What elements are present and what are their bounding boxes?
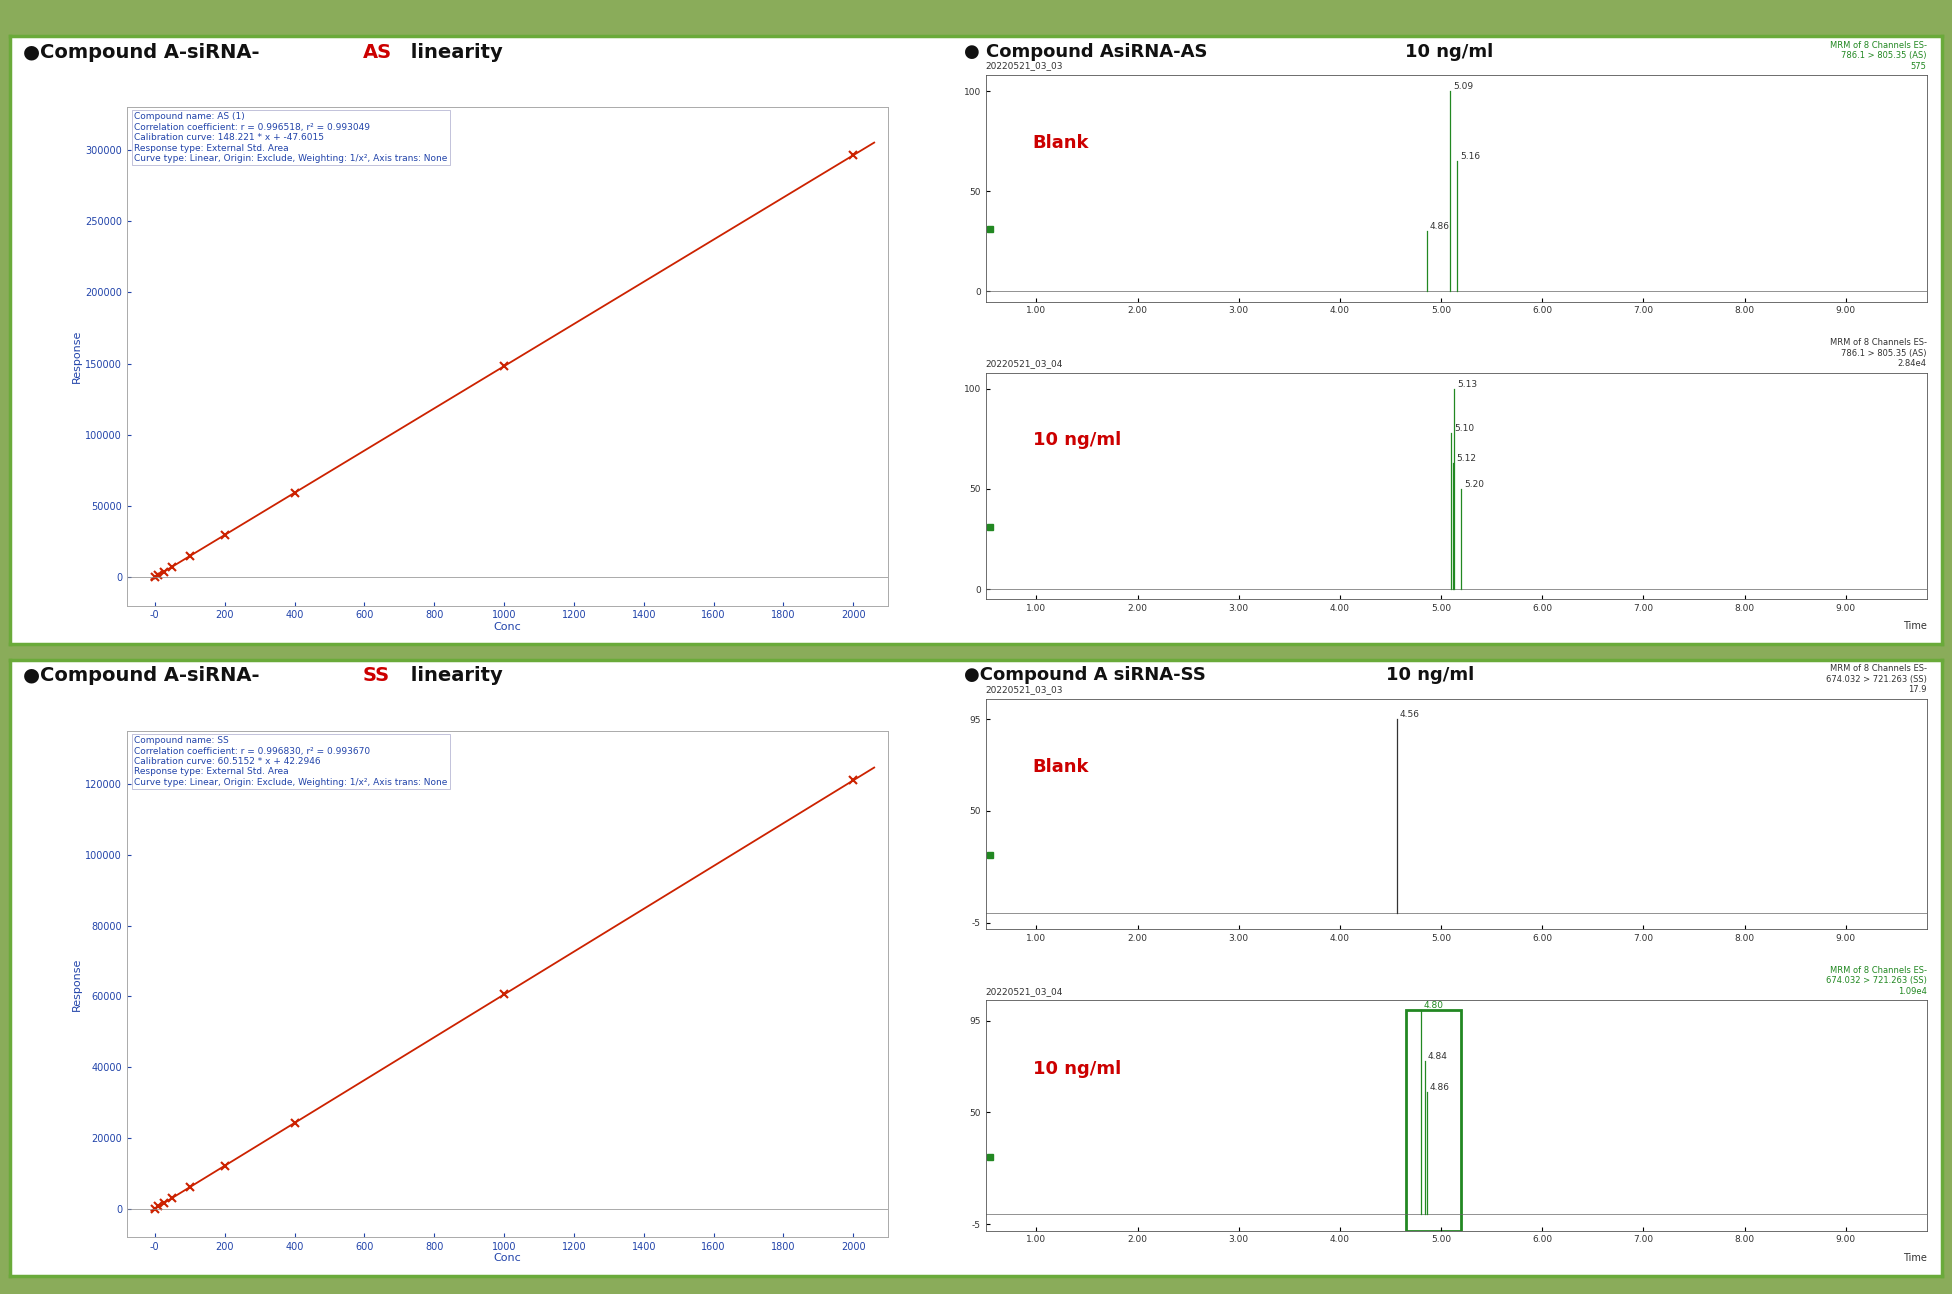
Text: 4.56: 4.56 bbox=[1400, 710, 1419, 719]
X-axis label: Conc: Conc bbox=[494, 622, 521, 631]
X-axis label: Conc: Conc bbox=[494, 1254, 521, 1263]
Text: Compound name: AS (1)
Correlation coefficient: r = 0.996518, r² = 0.993049
Calib: Compound name: AS (1) Correlation coeffi… bbox=[135, 113, 447, 163]
Text: 4.86: 4.86 bbox=[1431, 1083, 1450, 1092]
Text: SS: SS bbox=[363, 666, 390, 686]
Text: AS: AS bbox=[363, 43, 392, 62]
Text: Compound name: SS
Correlation coefficient: r = 0.996830, r² = 0.993670
Calibrati: Compound name: SS Correlation coefficien… bbox=[135, 736, 447, 787]
Text: 10 ng/ml: 10 ng/ml bbox=[1033, 431, 1120, 449]
Text: 4.86: 4.86 bbox=[1431, 223, 1450, 232]
Text: 10 ng/ml: 10 ng/ml bbox=[1033, 1060, 1120, 1078]
Text: Time: Time bbox=[1903, 1253, 1927, 1263]
Text: 5.13: 5.13 bbox=[1458, 379, 1478, 388]
Text: 5.12: 5.12 bbox=[1456, 454, 1476, 463]
Text: 20220521_03_04: 20220521_03_04 bbox=[986, 360, 1064, 369]
Text: 10 ng/ml: 10 ng/ml bbox=[1386, 666, 1474, 685]
Text: 5.16: 5.16 bbox=[1460, 153, 1480, 160]
Bar bbox=[1405, 1011, 1462, 1231]
Text: Blank: Blank bbox=[1033, 133, 1089, 151]
Text: ●Compound A-siRNA-: ●Compound A-siRNA- bbox=[23, 43, 260, 62]
Text: linearity: linearity bbox=[404, 43, 504, 62]
Text: MRM of 8 Channels ES-
786.1 > 805.35 (AS)
2.84e4: MRM of 8 Channels ES- 786.1 > 805.35 (AS… bbox=[1829, 338, 1927, 369]
Text: 20220521_03_03: 20220521_03_03 bbox=[986, 685, 1064, 694]
Text: 5.20: 5.20 bbox=[1464, 480, 1484, 489]
Text: 5.09: 5.09 bbox=[1452, 82, 1474, 91]
Text: ●Compound A siRNA-SS: ●Compound A siRNA-SS bbox=[964, 666, 1212, 685]
Text: 4.84: 4.84 bbox=[1427, 1052, 1448, 1061]
Text: MRM of 8 Channels ES-
786.1 > 805.35 (AS)
575: MRM of 8 Channels ES- 786.1 > 805.35 (AS… bbox=[1829, 40, 1927, 71]
Text: MRM of 8 Channels ES-
674.032 > 721.263 (SS)
17.9: MRM of 8 Channels ES- 674.032 > 721.263 … bbox=[1825, 664, 1927, 694]
Y-axis label: Response: Response bbox=[72, 330, 82, 383]
Text: 4.80: 4.80 bbox=[1423, 1002, 1444, 1011]
Text: Time: Time bbox=[1903, 621, 1927, 630]
Text: MRM of 8 Channels ES-
674.032 > 721.263 (SS)
1.09e4: MRM of 8 Channels ES- 674.032 > 721.263 … bbox=[1825, 965, 1927, 995]
Text: ●Compound A-siRNA-: ●Compound A-siRNA- bbox=[23, 666, 260, 686]
Text: 20220521_03_03: 20220521_03_03 bbox=[986, 62, 1064, 71]
Text: 10 ng/ml: 10 ng/ml bbox=[1405, 43, 1493, 61]
Text: 20220521_03_04: 20220521_03_04 bbox=[986, 986, 1064, 995]
Text: linearity: linearity bbox=[404, 666, 504, 686]
Text: Blank: Blank bbox=[1033, 758, 1089, 776]
Text: ● Compound AsiRNA-AS: ● Compound AsiRNA-AS bbox=[964, 43, 1214, 61]
Y-axis label: Response: Response bbox=[72, 958, 82, 1011]
Text: 5.10: 5.10 bbox=[1454, 423, 1474, 432]
